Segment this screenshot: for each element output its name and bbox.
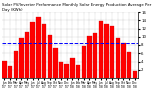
Bar bbox=[19, 38, 24, 78]
Bar bbox=[53, 48, 58, 78]
Bar bbox=[36, 17, 41, 78]
Bar bbox=[104, 24, 109, 78]
Bar bbox=[121, 43, 126, 78]
Bar bbox=[110, 26, 114, 78]
Bar bbox=[81, 46, 86, 78]
Bar bbox=[48, 35, 52, 78]
Bar bbox=[13, 51, 18, 78]
Bar bbox=[59, 62, 63, 78]
Bar bbox=[2, 61, 7, 78]
Bar bbox=[42, 24, 46, 78]
Bar bbox=[127, 52, 131, 78]
Bar bbox=[132, 71, 137, 78]
Bar bbox=[116, 38, 120, 78]
Bar bbox=[64, 64, 69, 78]
Bar bbox=[99, 21, 103, 78]
Bar bbox=[70, 58, 75, 78]
Bar bbox=[93, 33, 97, 78]
Bar bbox=[31, 22, 35, 78]
Bar bbox=[25, 32, 29, 78]
Bar bbox=[8, 66, 12, 78]
Bar bbox=[87, 36, 92, 78]
Text: Solar PV/Inverter Performance Monthly Solar Energy Production Average Per Day (K: Solar PV/Inverter Performance Monthly So… bbox=[2, 3, 151, 12]
Bar bbox=[76, 65, 80, 78]
